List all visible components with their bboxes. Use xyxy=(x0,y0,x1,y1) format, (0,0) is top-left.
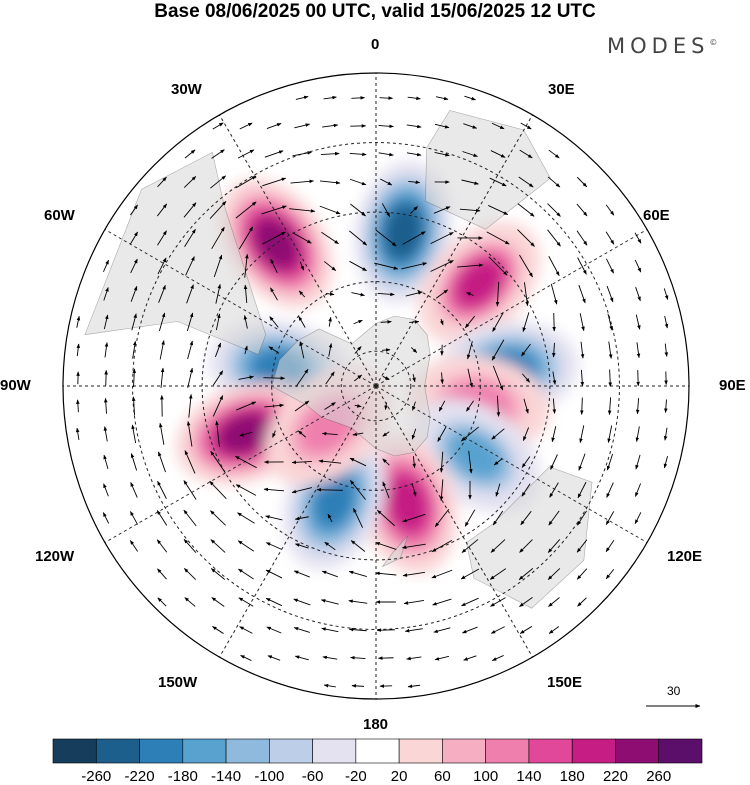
lon-label-150e: 150E xyxy=(547,674,582,691)
reference-vector-label: 30 xyxy=(667,684,680,698)
colorbar-bin xyxy=(313,739,356,763)
colorbar-tick-label: -260 xyxy=(81,768,111,785)
colorbar-tick-label: -100 xyxy=(254,768,284,785)
colorbar-bin xyxy=(356,739,399,763)
lon-label-120e: 120E xyxy=(667,548,702,565)
colorbar-bin xyxy=(529,739,572,763)
colorbar-tick-label: 20 xyxy=(391,768,408,785)
colorbar-tick-label: 220 xyxy=(603,768,628,785)
lon-label-180: 180 xyxy=(363,716,388,733)
wind-vector xyxy=(106,370,107,385)
lon-label-60e: 60E xyxy=(643,207,670,224)
colorbar-tick-label: -20 xyxy=(345,768,367,785)
wind-vector xyxy=(378,658,393,659)
colorbar-bin xyxy=(96,739,139,763)
lon-label-0: 0 xyxy=(371,36,379,53)
colorbar-bin xyxy=(572,739,615,763)
lon-label-60w: 60W xyxy=(44,207,75,224)
wind-vector xyxy=(377,630,395,631)
colorbar-tick-label: -220 xyxy=(125,768,155,785)
wind-vector xyxy=(582,398,583,415)
colorbar-bin xyxy=(442,739,485,763)
lon-label-90e: 90E xyxy=(719,377,746,394)
colorbar-bin xyxy=(486,739,529,763)
wind-vector xyxy=(379,98,392,99)
lon-label-90w: 90W xyxy=(0,377,31,394)
colorbar-tick-label: 60 xyxy=(434,768,451,785)
colorbar-bin xyxy=(183,739,226,763)
colorbar-bin xyxy=(659,739,702,763)
colorbar-tick-label: 140 xyxy=(516,768,541,785)
colorbar-tick-label: 180 xyxy=(560,768,585,785)
wind-vector xyxy=(638,370,639,386)
colorbar-bin xyxy=(140,739,183,763)
colorbar-bin xyxy=(615,739,658,763)
lon-label-150w: 150W xyxy=(158,674,197,691)
colorbar xyxy=(53,739,702,763)
lon-label-30e: 30E xyxy=(548,81,575,98)
colorbar-tick-label: -60 xyxy=(302,768,324,785)
colorbar-tick-label: -180 xyxy=(168,768,198,785)
lon-label-30w: 30W xyxy=(171,81,202,98)
colorbar-tick-label: 260 xyxy=(646,768,671,785)
colorbar-bin xyxy=(53,739,96,763)
colorbar-bin xyxy=(269,739,312,763)
colorbar-tick-label: -140 xyxy=(211,768,241,785)
colorbar-bin xyxy=(226,739,269,763)
colorbar-bin xyxy=(399,739,442,763)
lon-label-120w: 120W xyxy=(35,548,74,565)
colorbar-tick-label: 100 xyxy=(473,768,498,785)
